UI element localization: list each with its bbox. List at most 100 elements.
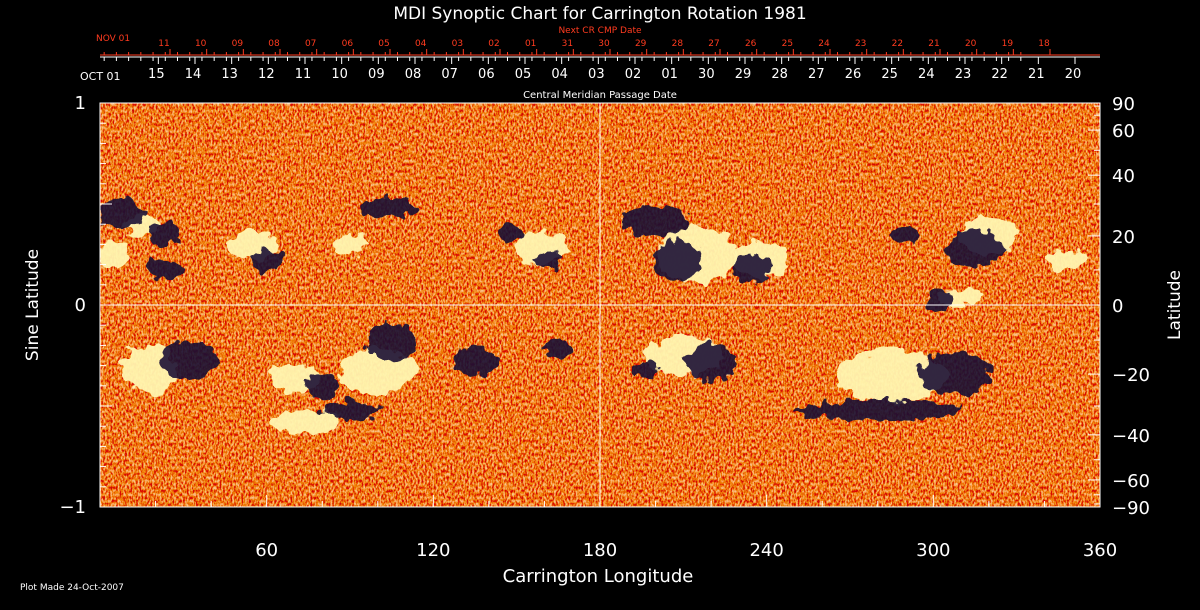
- cmp-date-label: 28: [771, 67, 788, 82]
- negative-polarity-region: [919, 351, 992, 396]
- cmp-date-label: 03: [588, 67, 605, 82]
- cmp-date-label: 20: [1065, 67, 1082, 82]
- negative-polarity-region: [891, 226, 920, 243]
- next-cr-date-label: 02: [488, 39, 499, 49]
- negative-polarity-region: [366, 323, 417, 360]
- next-cr-axis-label: Next CR CMP Date: [558, 26, 642, 36]
- next-cr-date-label: 27: [708, 39, 719, 49]
- next-cr-date-label: 30: [598, 39, 610, 49]
- negative-polarity-region: [361, 197, 417, 219]
- y-tick-label-right: 20: [1112, 227, 1135, 248]
- negative-polarity-region: [927, 288, 951, 314]
- negative-polarity-region: [536, 252, 564, 269]
- next-cr-date-label: 25: [782, 39, 793, 49]
- y-tick-label-right: 60: [1112, 121, 1135, 142]
- positive-polarity-region: [100, 240, 131, 269]
- cmp-date-label: 02: [625, 67, 642, 82]
- next-cr-date-label: 20: [965, 39, 977, 49]
- positive-polarity-region: [836, 349, 948, 402]
- cmp-date-label: 11: [295, 67, 312, 82]
- negative-polarity-region: [652, 240, 703, 281]
- cmp-date-label: 22: [991, 67, 1008, 82]
- cmp-date-label: 10: [331, 67, 348, 82]
- cmp-date-label: 26: [845, 67, 862, 82]
- negative-polarity-region: [947, 230, 1003, 267]
- next-cr-date-label: 21: [928, 39, 939, 49]
- next-cr-date-label: 09: [232, 39, 244, 49]
- negative-polarity-region: [249, 250, 284, 271]
- cmp-date-label: 08: [405, 67, 422, 82]
- cmp-date-label: 25: [881, 67, 898, 82]
- y-tick-label-right: −20: [1112, 365, 1150, 386]
- negative-polarity-region: [452, 347, 498, 376]
- positive-polarity-region: [1047, 250, 1087, 271]
- cmp-date-label: 27: [808, 67, 825, 82]
- x-tick-label: 60: [255, 540, 278, 561]
- next-cr-date-label: 28: [672, 39, 684, 49]
- cmp-date-label: 23: [955, 67, 972, 82]
- cmp-date-label: 09: [368, 67, 385, 82]
- y-tick-label-right: −60: [1112, 471, 1150, 492]
- x-tick-label: 300: [916, 540, 950, 561]
- next-cr-date-label: 10: [195, 39, 207, 49]
- next-cr-date-label: 29: [635, 39, 647, 49]
- cmp-date-label: 15: [148, 67, 165, 82]
- y-axis-label-right: Latitude: [1165, 270, 1185, 340]
- next-cr-date-label: 05: [378, 39, 389, 49]
- next-cr-date-label: 08: [268, 39, 280, 49]
- y-tick-label-right: −90: [1112, 498, 1150, 519]
- negative-polarity-region: [686, 343, 737, 380]
- cmp-date-label: 01: [661, 67, 678, 82]
- cmp-date-label: 07: [441, 67, 458, 82]
- y-tick-label-right: 0: [1112, 296, 1123, 317]
- cmp-axis-label: Central Meridian Passage Date: [523, 90, 677, 101]
- cmp-date-label: 04: [551, 67, 568, 82]
- next-cr-date-label: 11: [158, 39, 169, 49]
- negative-polarity-region: [630, 361, 659, 378]
- y-axis-label-left: Sine Latitude: [23, 249, 43, 361]
- negative-polarity-region: [544, 339, 573, 360]
- negative-polarity-region: [161, 341, 217, 382]
- y-tick-label-left: −1: [59, 497, 86, 518]
- next-cr-date-label: 01: [525, 39, 536, 49]
- chart-title: MDI Synoptic Chart for Carrington Rotati…: [393, 4, 806, 24]
- cmp-date-label: 14: [185, 67, 202, 82]
- cmp-date-label: 30: [698, 67, 715, 82]
- positive-polarity-region: [333, 234, 367, 255]
- negative-polarity-region: [147, 258, 181, 279]
- cmp-date-label: 06: [478, 67, 495, 82]
- x-tick-label: 360: [1083, 540, 1117, 561]
- next-cr-date-label: 06: [342, 39, 354, 49]
- negative-polarity-region: [733, 254, 773, 283]
- cmp-date-label: 24: [918, 67, 935, 82]
- next-cr-start-label: NOV 01: [96, 34, 130, 44]
- next-cr-date-label: 22: [892, 39, 903, 49]
- x-tick-label: 240: [749, 540, 783, 561]
- negative-polarity-region: [322, 399, 378, 421]
- positive-polarity-region: [272, 410, 339, 435]
- next-cr-date-label: 07: [305, 39, 316, 49]
- y-tick-label-right: 90: [1112, 94, 1135, 115]
- next-cr-date-label: 19: [1002, 39, 1014, 49]
- cmp-date-label: 29: [735, 67, 752, 82]
- x-axis-label: Carrington Longitude: [503, 566, 694, 587]
- next-cr-date-label: 03: [452, 39, 463, 49]
- cmp-date-label: 13: [221, 67, 238, 82]
- negative-polarity-region: [622, 204, 689, 237]
- y-tick-label-right: −40: [1112, 426, 1150, 447]
- next-cr-date-label: 24: [818, 39, 830, 49]
- cmp-date-label: 21: [1028, 67, 1045, 82]
- x-tick-label: 120: [416, 540, 450, 561]
- cmp-start-label: OCT 01: [80, 70, 121, 83]
- negative-polarity-region: [497, 224, 525, 241]
- cmp-date-label: 05: [515, 67, 532, 82]
- negative-polarity-region: [100, 197, 145, 231]
- negative-polarity-region: [147, 222, 181, 247]
- negative-polarity-region: [305, 371, 339, 400]
- x-tick-label: 180: [583, 540, 617, 561]
- next-cr-date-label: 23: [855, 39, 866, 49]
- negative-polarity-region: [794, 399, 962, 421]
- positive-polarity-region: [338, 349, 417, 394]
- next-cr-date-label: 18: [1038, 39, 1050, 49]
